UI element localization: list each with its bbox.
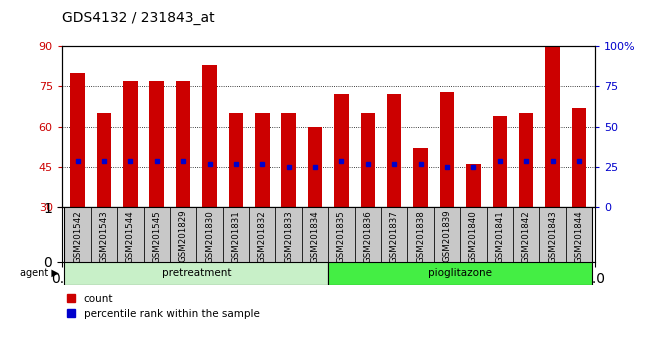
Text: GSM201832: GSM201832 [258, 210, 266, 263]
Bar [281, 113, 296, 207]
Text: GSM201830: GSM201830 [205, 210, 214, 263]
Text: GSM201831: GSM201831 [231, 210, 240, 263]
Bar [70, 73, 85, 207]
Bar [91, 207, 117, 262]
Bar [144, 207, 170, 262]
Text: GSM201843: GSM201843 [548, 210, 557, 263]
Legend: count, percentile rank within the sample: count, percentile rank within the sample [67, 294, 259, 319]
Text: pretreatment: pretreatment [162, 268, 231, 279]
Bar [176, 81, 190, 207]
Bar [170, 207, 196, 262]
Text: GSM201841: GSM201841 [495, 210, 504, 263]
Bar [540, 207, 566, 262]
Text: GSM201829: GSM201829 [179, 210, 188, 262]
Bar [466, 164, 480, 207]
Bar [64, 207, 91, 262]
Text: GSM201840: GSM201840 [469, 210, 478, 263]
Bar [308, 127, 322, 207]
Bar [434, 207, 460, 262]
Bar [334, 95, 348, 207]
Bar [487, 207, 513, 262]
Bar [545, 46, 560, 207]
Bar [328, 207, 355, 262]
Bar [519, 113, 534, 207]
Bar [249, 207, 276, 262]
Bar [202, 65, 216, 207]
Text: GSM201842: GSM201842 [522, 210, 530, 263]
Bar [381, 207, 408, 262]
Bar [571, 108, 586, 207]
Bar [355, 207, 381, 262]
Text: GSM201838: GSM201838 [416, 210, 425, 263]
Text: agent ▶: agent ▶ [20, 268, 58, 279]
Bar [493, 116, 507, 207]
Bar [413, 148, 428, 207]
Bar [513, 207, 540, 262]
Text: GDS4132 / 231843_at: GDS4132 / 231843_at [62, 11, 214, 25]
Bar [64, 262, 328, 285]
Bar [440, 92, 454, 207]
Text: GSM201835: GSM201835 [337, 210, 346, 263]
Text: GSM201844: GSM201844 [575, 210, 584, 263]
Text: GSM201834: GSM201834 [311, 210, 320, 263]
Text: GSM201542: GSM201542 [73, 210, 82, 263]
Bar [276, 207, 302, 262]
Bar [117, 207, 144, 262]
Bar [97, 113, 111, 207]
Bar [223, 207, 249, 262]
Bar [328, 262, 592, 285]
Text: GSM201839: GSM201839 [443, 210, 452, 262]
Bar [302, 207, 328, 262]
Text: GSM201543: GSM201543 [99, 210, 109, 263]
Bar [408, 207, 434, 262]
Text: GSM201545: GSM201545 [152, 210, 161, 263]
Bar [150, 81, 164, 207]
Bar [460, 207, 487, 262]
Text: GSM201544: GSM201544 [126, 210, 135, 263]
Bar [255, 113, 270, 207]
Bar [361, 113, 375, 207]
Bar [566, 207, 592, 262]
Text: GSM201833: GSM201833 [284, 210, 293, 263]
Bar [387, 95, 402, 207]
Bar [123, 81, 138, 207]
Text: GSM201836: GSM201836 [363, 210, 372, 263]
Bar [229, 113, 243, 207]
Bar [196, 207, 223, 262]
Text: GSM201837: GSM201837 [390, 210, 398, 263]
Text: pioglitazone: pioglitazone [428, 268, 492, 279]
